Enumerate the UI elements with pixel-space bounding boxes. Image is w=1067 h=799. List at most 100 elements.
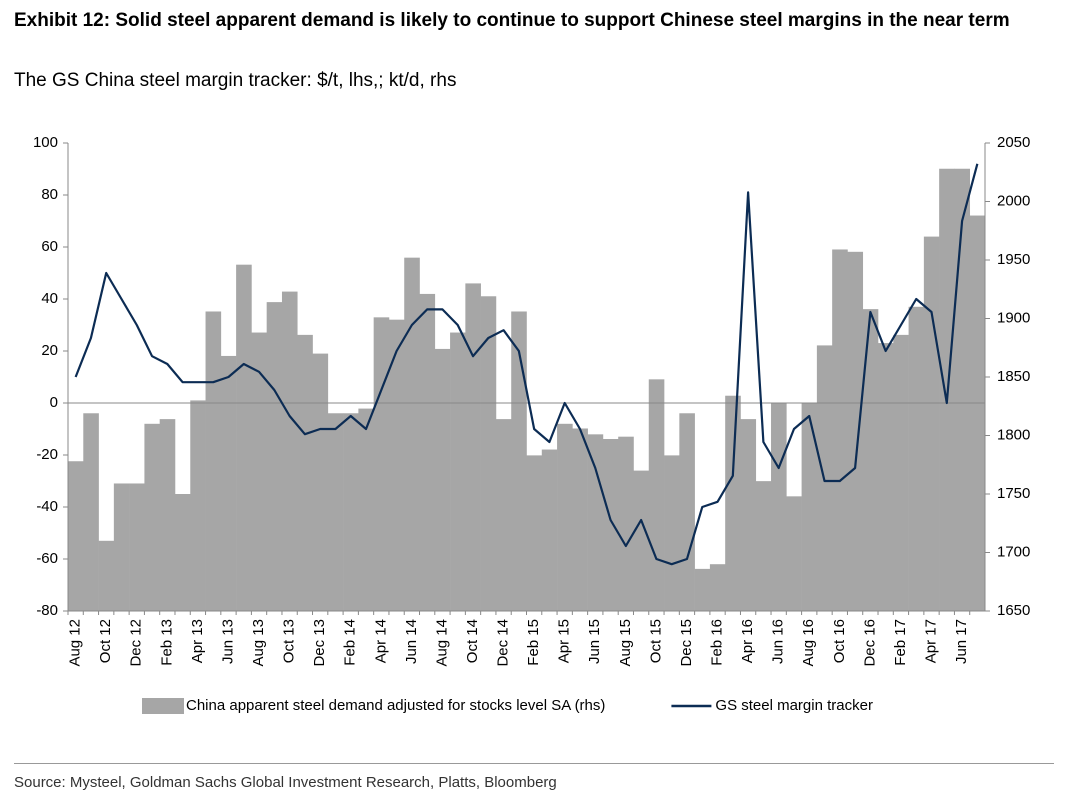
bar bbox=[465, 283, 481, 611]
bar bbox=[404, 257, 420, 611]
bar bbox=[878, 343, 894, 611]
x-tick-label: Apr 15 bbox=[556, 619, 573, 663]
bar bbox=[786, 496, 802, 611]
y-tick-label: 60 bbox=[41, 238, 58, 255]
x-tick-label: Apr 13 bbox=[189, 619, 206, 663]
bar bbox=[923, 236, 940, 611]
x-tick-label: Oct 12 bbox=[97, 619, 114, 663]
x-tick-label: Dec 14 bbox=[495, 619, 512, 667]
x-tick-label: Apr 17 bbox=[922, 619, 939, 663]
x-tick-label: Aug 15 bbox=[617, 619, 634, 667]
bar bbox=[205, 311, 222, 611]
x-tick-label: Dec 15 bbox=[678, 619, 695, 667]
bar bbox=[526, 455, 543, 611]
bar bbox=[159, 419, 176, 611]
bar bbox=[541, 449, 558, 611]
bar bbox=[633, 470, 650, 611]
bar bbox=[98, 540, 115, 611]
bar bbox=[602, 439, 619, 611]
y-tick-label: 80 bbox=[41, 186, 58, 203]
bar bbox=[327, 413, 344, 611]
source-note: Source: Mysteel, Goldman Sachs Global In… bbox=[14, 774, 557, 791]
bar bbox=[358, 408, 374, 611]
y2-tick-label: 2000 bbox=[997, 192, 1030, 209]
x-tick-label: Jun 14 bbox=[403, 619, 420, 664]
bar bbox=[847, 251, 864, 611]
bar bbox=[664, 455, 680, 611]
bar bbox=[480, 296, 497, 611]
x-tick-label: Dec 16 bbox=[861, 619, 878, 667]
y2-tick-label: 1800 bbox=[997, 426, 1030, 443]
bar bbox=[511, 311, 527, 611]
bar bbox=[281, 291, 298, 611]
y2-tick-label: 1750 bbox=[997, 485, 1030, 502]
bar bbox=[373, 317, 390, 611]
bar bbox=[220, 355, 237, 611]
bar bbox=[954, 168, 971, 612]
y2-tick-label: 1950 bbox=[997, 251, 1030, 268]
bar bbox=[68, 461, 84, 611]
y2-tick-label: 1850 bbox=[997, 368, 1030, 385]
bar bbox=[694, 568, 711, 611]
bar bbox=[434, 348, 451, 611]
bar bbox=[190, 400, 206, 611]
x-tick-label: Feb 17 bbox=[892, 619, 909, 666]
bar bbox=[343, 413, 359, 611]
bar bbox=[388, 319, 405, 611]
y-tick-label: 100 bbox=[33, 134, 58, 151]
bar bbox=[419, 293, 436, 611]
legend-label: GS steel margin tracker bbox=[715, 697, 873, 714]
x-tick-label: Feb 16 bbox=[709, 619, 726, 666]
bar bbox=[572, 428, 588, 611]
x-tick-label: Dec 12 bbox=[128, 619, 145, 667]
bar bbox=[174, 494, 191, 611]
bar bbox=[740, 419, 757, 611]
bar bbox=[557, 423, 573, 611]
y2-tick-label: 1700 bbox=[997, 543, 1030, 560]
x-tick-label: Feb 15 bbox=[525, 619, 542, 666]
y2-tick-label: 1650 bbox=[997, 602, 1030, 619]
legend-label: China apparent steel demand adjusted for… bbox=[186, 697, 605, 714]
x-tick-label: Oct 15 bbox=[647, 619, 664, 663]
x-tick-label: Oct 13 bbox=[281, 619, 298, 663]
bar bbox=[908, 306, 925, 611]
bar bbox=[648, 379, 665, 611]
bar bbox=[83, 413, 99, 611]
y-tick-label: 40 bbox=[41, 290, 58, 307]
bar bbox=[709, 564, 726, 611]
legend-swatch bbox=[142, 698, 184, 714]
bar bbox=[495, 419, 512, 611]
y-tick-label: -80 bbox=[36, 602, 58, 619]
y-tick-label: -60 bbox=[36, 550, 58, 567]
chart-subtitle: The GS China steel margin tracker: $/t, … bbox=[14, 70, 457, 91]
bar bbox=[725, 395, 741, 611]
x-tick-label: Aug 13 bbox=[250, 619, 267, 667]
bar bbox=[297, 334, 313, 611]
x-tick-label: Apr 16 bbox=[739, 619, 756, 663]
line bbox=[74, 163, 979, 566]
x-tick-label: Oct 14 bbox=[464, 619, 481, 663]
bar bbox=[893, 334, 909, 611]
x-tick-label: Jun 17 bbox=[953, 619, 970, 664]
x-tick-label: Oct 16 bbox=[831, 619, 848, 663]
x-tick-label: Jun 16 bbox=[770, 619, 787, 664]
y2-tick-label: 2050 bbox=[997, 134, 1030, 151]
x-tick-label: Aug 12 bbox=[67, 619, 84, 667]
bar bbox=[587, 434, 604, 611]
y-tick-label: 0 bbox=[50, 394, 58, 411]
bar bbox=[618, 436, 634, 611]
x-tick-label: Dec 13 bbox=[311, 619, 328, 667]
bar bbox=[450, 332, 466, 611]
y-tick-label: -20 bbox=[36, 446, 58, 463]
chart-title: Exhibit 12: Solid steel apparent demand … bbox=[14, 10, 1010, 31]
bar bbox=[755, 481, 772, 611]
bar bbox=[801, 402, 818, 611]
bar bbox=[236, 264, 252, 611]
bar bbox=[251, 332, 267, 611]
bar bbox=[266, 302, 283, 611]
x-tick-label: Aug 14 bbox=[433, 619, 450, 667]
chart: -80 -60 -40 -20 0 20 40 60 80 100 1650 1700 1750 1800… bbox=[33, 134, 1030, 714]
x-tick-label: Jun 15 bbox=[586, 619, 603, 664]
bar bbox=[312, 353, 329, 611]
